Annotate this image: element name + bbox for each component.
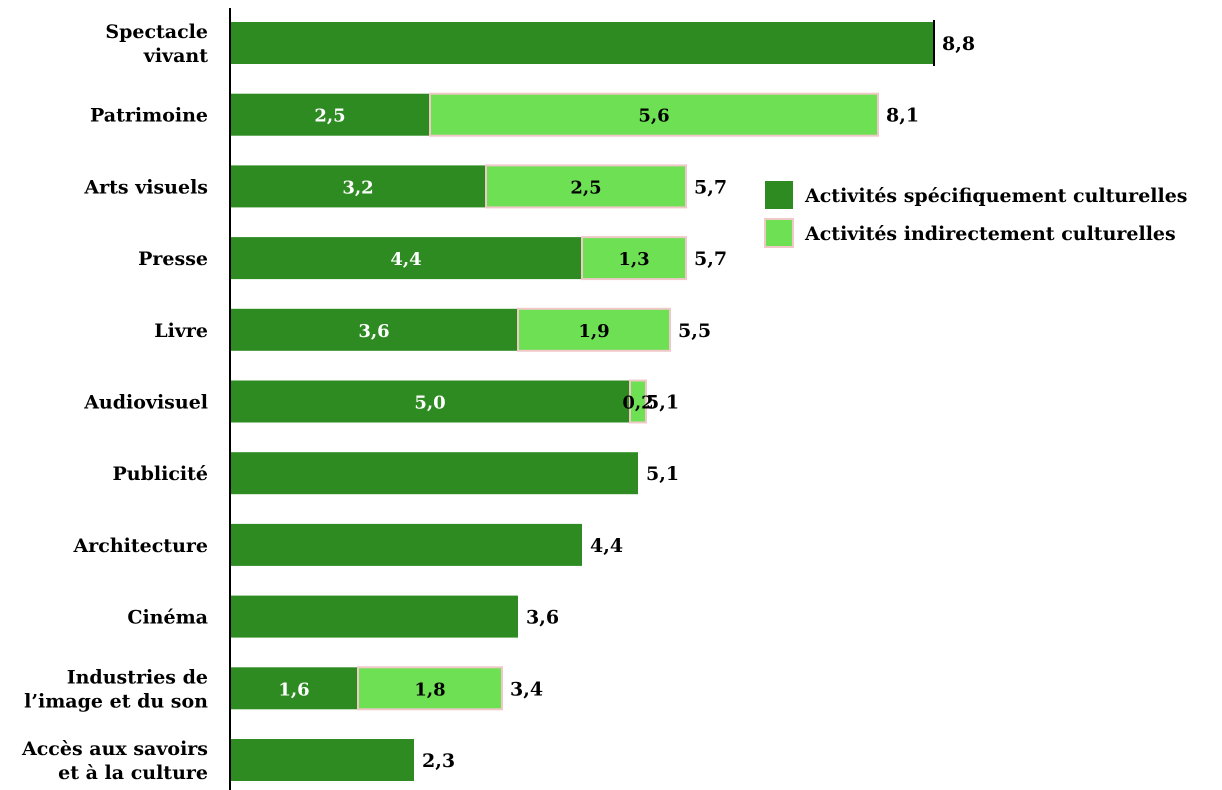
segment-value-label: 2,5 bbox=[570, 177, 601, 198]
category-label: Patrimoine bbox=[90, 105, 208, 127]
segment-value-label: 4,4 bbox=[390, 249, 421, 270]
total-value-label: 4,4 bbox=[590, 535, 623, 557]
category-label: Industries de l’image et du son bbox=[24, 666, 208, 712]
bar-segment-indirect bbox=[629, 379, 647, 424]
category-label: Presse bbox=[138, 248, 208, 270]
segment-value-label: 2,5 bbox=[314, 106, 345, 127]
category-label: Livre bbox=[154, 320, 208, 342]
category-label: Arts visuels bbox=[83, 176, 208, 198]
bar-segment-specific bbox=[230, 595, 518, 638]
segment-value-label: 1,8 bbox=[414, 679, 445, 700]
total-value-label: 5,7 bbox=[694, 176, 727, 198]
bar-segment-specific bbox=[230, 308, 518, 351]
legend-label-indirect: Activités indirectement culturelles bbox=[804, 223, 1176, 245]
legend-label-specific: Activités spécifiquement culturelles bbox=[804, 185, 1188, 207]
bars-layer bbox=[230, 20, 935, 781]
segment-value-label: 1,3 bbox=[618, 249, 649, 270]
segment-value-label: 5,0 bbox=[414, 393, 445, 414]
category-label: Cinéma bbox=[127, 607, 208, 629]
category-label: Accès aux savoirs et à la culture bbox=[21, 738, 208, 784]
segment-value-label: 5,6 bbox=[638, 106, 669, 127]
category-label: Audiovisuel bbox=[83, 392, 208, 414]
category-label: Spectacle vivant bbox=[105, 21, 208, 67]
segment-value-label: 1,9 bbox=[578, 321, 609, 342]
bar-segment-specific bbox=[230, 452, 638, 495]
bar-segment-specific bbox=[230, 22, 934, 64]
bar-segment-specific bbox=[230, 380, 630, 423]
bar-segment-indirect bbox=[357, 666, 503, 711]
bar-segment-specific bbox=[230, 739, 414, 781]
total-value-label: 3,6 bbox=[526, 607, 559, 629]
bar-segment-indirect bbox=[429, 92, 879, 137]
total-value-label: 5,1 bbox=[646, 392, 679, 414]
bar-segment-specific bbox=[230, 523, 582, 566]
total-value-label: 8,1 bbox=[886, 105, 919, 127]
bar-segment-indirect bbox=[485, 164, 687, 209]
segment-value-label: 1,6 bbox=[278, 679, 309, 700]
total-value-label: 2,3 bbox=[422, 750, 455, 772]
bar-segment-specific bbox=[230, 93, 430, 136]
bar-segment-specific bbox=[230, 667, 358, 710]
legend: Activités spécifiquement culturelles Acti… bbox=[764, 181, 1188, 248]
total-value-label: 5,5 bbox=[678, 320, 711, 342]
bar-segment-specific bbox=[230, 165, 486, 208]
total-value-label: 5,1 bbox=[646, 463, 679, 485]
segment-value-label: 3,2 bbox=[342, 177, 373, 198]
total-value-label: 3,4 bbox=[510, 678, 543, 700]
legend-swatch-specific bbox=[765, 181, 793, 209]
segment-value-label: 0,2 bbox=[622, 393, 653, 414]
bar-segment-specific bbox=[230, 237, 582, 280]
bar-segment-indirect bbox=[517, 307, 671, 352]
labels-layer: Spectacle vivant 8,8 Patrimoine 2,5 5,6 8,1 Art… bbox=[21, 21, 975, 784]
total-value-label: 5,7 bbox=[694, 248, 727, 270]
segment-value-label: 3,6 bbox=[358, 321, 389, 342]
bar-segment-indirect bbox=[581, 236, 687, 281]
category-label: Publicité bbox=[113, 463, 208, 485]
legend-swatch-indirect bbox=[764, 218, 794, 248]
category-label: Architecture bbox=[73, 535, 208, 557]
total-value-label: 8,8 bbox=[942, 33, 975, 55]
